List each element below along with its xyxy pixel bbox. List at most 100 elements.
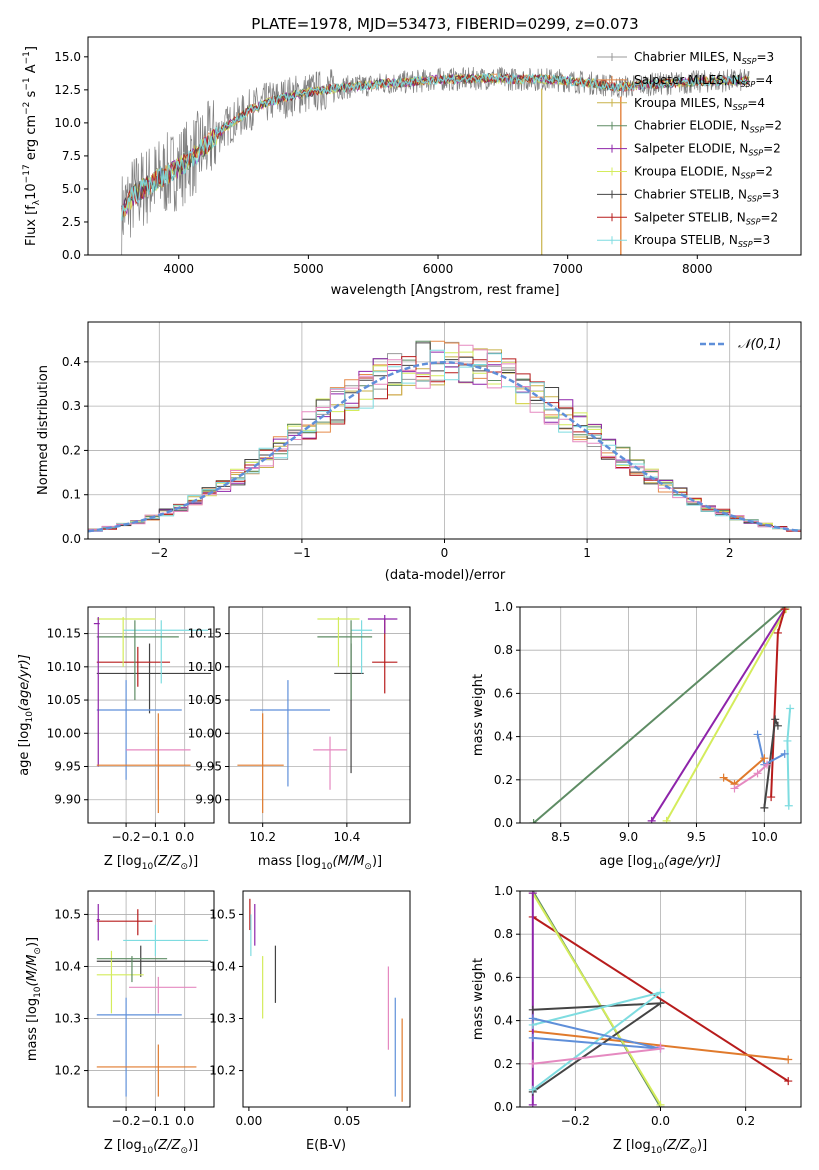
ytick-label: 10.5 xyxy=(54,907,81,921)
ytick-label: 10.4 xyxy=(54,959,81,973)
weight-vs-age-panel: 8.5 9.0 9.5 10.0 0.0 0.2 0.4 0.6 0.8 1.0 xyxy=(494,600,802,844)
histogram-ytick-label: 0.1 xyxy=(62,488,81,502)
weight-marker-chabrier_elodie xyxy=(529,819,538,823)
weight-marker-chabrier_stelib xyxy=(771,715,780,724)
legend-label-part: =2 xyxy=(755,165,773,179)
ytick-label: 10.15 xyxy=(188,627,222,641)
xtick-label: 10.4 xyxy=(334,830,361,844)
spectrum-ytick-label: 15.0 xyxy=(54,50,81,64)
weight-marker-pink xyxy=(528,1059,537,1068)
histogram-plot xyxy=(88,322,801,539)
histogram-xtick-label: 2 xyxy=(726,546,734,560)
legend-label-part: Kroupa MILES, N xyxy=(634,96,733,110)
weight-marker-kroupa_stelib xyxy=(784,801,793,810)
weight-marker-salpeter_elodie xyxy=(647,816,656,823)
legend-label-sub: SSP xyxy=(738,240,753,249)
legend-label-chabrier_stelib: Chabrier STELIB, NSSP=3 xyxy=(634,187,779,203)
spectrum-xlabel: wavelength [Angstrom, rest frame] xyxy=(331,283,560,298)
ytick-label: 0.4 xyxy=(494,1014,513,1028)
weight-marker-salpeter_elodie xyxy=(528,891,537,898)
panel-marks xyxy=(96,904,212,1097)
z-mass-ylabel: mass [log10(M/M⊙)] xyxy=(25,937,43,1061)
legend-label-part: =3 xyxy=(753,233,771,247)
histogram-xtick-label: 0 xyxy=(441,546,449,560)
histogram-xlabel: (data-model)/error xyxy=(385,568,506,583)
histogram-ytick-label: 0.2 xyxy=(62,443,81,457)
histogram-ytick-label: 0.4 xyxy=(62,355,81,369)
ytick-label: 10.15 xyxy=(47,627,81,641)
ytick-label: 0.0 xyxy=(494,1100,513,1114)
weight-marker-kroupa_stelib xyxy=(656,988,665,997)
legend-label-salpeter_miles: Salpeter MILES, NSSP=4 xyxy=(634,73,773,89)
ytick-label: 10.05 xyxy=(188,693,222,707)
legend-label-part: Chabrier ELODIE, N xyxy=(634,119,750,133)
panel-marks xyxy=(93,616,212,814)
ytick-label: 9.90 xyxy=(195,793,222,807)
legend-label-salpeter_elodie: Salpeter ELODIE, NSSP=2 xyxy=(634,142,781,158)
spectrum-ytick-label: 12.5 xyxy=(54,83,81,97)
panel-axes-frame xyxy=(87,606,215,824)
legend-label-part: Kroupa ELODIE, N xyxy=(634,165,741,179)
xtick-label: 0.0 xyxy=(175,1114,194,1128)
legend-label-chabrier_miles: Chabrier MILES, NSSP=3 xyxy=(634,50,774,66)
model-spectrum-chabrier_stelib xyxy=(121,72,750,217)
ytick-label: 0.0 xyxy=(494,816,513,830)
spectrum-lines xyxy=(121,66,750,255)
legend-label-part: Chabrier MILES, N xyxy=(634,50,742,64)
ytick-label: 10.5 xyxy=(209,907,236,921)
histogram-legend: 𝒩(0,1) xyxy=(700,337,781,352)
ytick-label: 1.0 xyxy=(494,884,513,898)
xtick-label: 0.2 xyxy=(736,1114,755,1128)
panel-marks xyxy=(529,607,795,823)
spectrum-ytick-label: 7.5 xyxy=(62,149,81,163)
legend-label-sub: SSP xyxy=(741,172,756,181)
weight-line-salpeter_elodie xyxy=(650,608,786,822)
weight-marker-chabrier_stelib xyxy=(656,999,665,1008)
ytick-label: 10.2 xyxy=(54,1064,81,1078)
weight-marker-kroupa_elodie xyxy=(662,816,671,823)
legend-label-part: =2 xyxy=(764,119,782,133)
ebv-vs-mass-panel: 0.00 0.05 10.2 10.3 10.4 10.5 xyxy=(209,890,411,1128)
xtick-label: 8.5 xyxy=(551,830,570,844)
ytick-label: 9.90 xyxy=(54,793,81,807)
legend-label-part: =4 xyxy=(755,73,773,87)
legend-label-part: =2 xyxy=(760,210,778,224)
legend-label-part: =3 xyxy=(762,187,780,201)
figure-title: PLATE=1978, MJD=53473, FIBERID=0299, z=0… xyxy=(251,15,638,33)
panel-marks xyxy=(237,614,398,814)
spectrum-ytick-label: 2.5 xyxy=(62,215,81,229)
weight-marker-pink xyxy=(656,1042,665,1051)
xtick-label: 9.0 xyxy=(619,830,638,844)
weight-marker-chabrier_stelib xyxy=(528,1005,537,1014)
histogram-xtick-label: −1 xyxy=(293,546,311,560)
ytick-label: 10.00 xyxy=(47,726,81,740)
weight-marker-pink xyxy=(753,769,762,778)
ytick-label: 10.10 xyxy=(47,660,81,674)
legend-label-part: Salpeter MILES, N xyxy=(634,73,741,87)
xtick-label: 0.05 xyxy=(334,1114,361,1128)
legend-label-part: Kroupa STELIB, N xyxy=(634,233,738,247)
z-age-ylabel: age [log10(age/yr)] xyxy=(17,654,35,776)
ytick-label: 0.4 xyxy=(494,730,513,744)
legend-label-kroupa_elodie: Kroupa ELODIE, NSSP=2 xyxy=(634,165,773,181)
weight-z-xlabel: Z [log10(Z/Z⊙)] xyxy=(613,1138,707,1156)
xtick-label: 9.5 xyxy=(687,830,706,844)
spectrum-xtick-label: 8000 xyxy=(682,262,713,276)
xtick-label: 10.2 xyxy=(249,830,276,844)
weight-marker-kroupa_stelib xyxy=(783,736,792,745)
panel-axes-frame xyxy=(242,890,411,1108)
spectrum-axes-frame xyxy=(87,36,802,256)
histogram-xtick-label: −2 xyxy=(150,546,168,560)
ytick-label: 0.6 xyxy=(494,970,513,984)
ytick-label: 10.3 xyxy=(209,1012,236,1026)
spectrum-ytick-label: 0.0 xyxy=(62,248,81,262)
histogram-ytick-label: 0.0 xyxy=(62,532,81,546)
weight-marker-blue xyxy=(528,1014,537,1023)
weight-marker-salpeter_elodie xyxy=(528,1100,537,1107)
ytick-label: 1.0 xyxy=(494,600,513,614)
mass-vs-age-panel: 10.2 10.4 9.90 9.95 10.00 10.05 10.10 10.15 xyxy=(188,606,411,844)
weight-marker-chabrier_stelib xyxy=(760,803,769,812)
ytick-label: 10.10 xyxy=(188,660,222,674)
weight-marker-kroupa_elodie xyxy=(656,1100,665,1107)
